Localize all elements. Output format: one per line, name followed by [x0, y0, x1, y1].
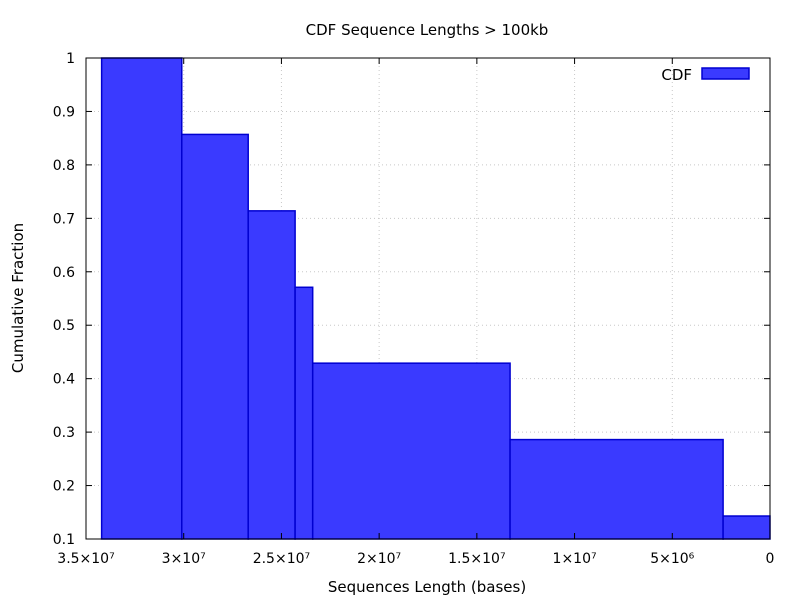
y-tick-label: 0.9: [53, 104, 75, 120]
legend-label: CDF: [661, 66, 692, 84]
x-tick-label: 3×10⁷: [162, 551, 206, 567]
x-tick-label: 2×10⁷: [357, 551, 401, 567]
y-tick-label: 0.3: [53, 425, 75, 441]
plot-frame: [85, 57, 771, 540]
cdf-bar: [100, 57, 183, 540]
cdf-bar: [311, 362, 511, 540]
x-tick-label: 5×10⁶: [650, 551, 694, 567]
cdf-bar: [722, 515, 771, 540]
x-axis-label: Sequences Length (bases): [328, 578, 526, 596]
y-axis-label: Cumulative Fraction: [9, 223, 27, 373]
chart-title: CDF Sequence Lengths > 100kb: [306, 21, 549, 39]
x-tick-label: 0: [766, 551, 775, 567]
x-tick-label: 3.5×10⁷: [57, 551, 114, 567]
legend-swatch: [701, 67, 750, 80]
x-tick-label: 1×10⁷: [553, 551, 597, 567]
cdf-bar: [247, 210, 296, 540]
y-tick-label: 0.2: [53, 479, 75, 495]
y-tick-label: 0.8: [53, 158, 75, 174]
y-tick-label: 0.7: [53, 211, 75, 227]
cdf-bar: [294, 286, 314, 540]
y-tick-label: 0.4: [53, 372, 75, 388]
cdf-bar: [509, 438, 724, 540]
x-axis-ticks: 3.5×10⁷ 3×10⁷ 2.5×10⁷ 2×10⁷ 1.5×10⁷ 1×10⁷ 5×10…: [57, 58, 774, 567]
y-tick-label: 0.1: [53, 532, 75, 548]
y-tick-label: 0.6: [53, 265, 75, 281]
legend: CDF: [661, 66, 750, 84]
y-tick-label: 0.5: [53, 318, 75, 334]
x-tick-label: 1.5×10⁷: [448, 551, 505, 567]
y-axis-ticks: 0.1 0.2 0.3 0.4 0.5 0.6 0.7 0.8 0.9 1: [53, 51, 770, 548]
x-tick-label: 2.5×10⁷: [253, 551, 310, 567]
cdf-bar: [181, 133, 249, 540]
y-tick-label: 1: [66, 51, 75, 67]
bars: [100, 57, 771, 540]
